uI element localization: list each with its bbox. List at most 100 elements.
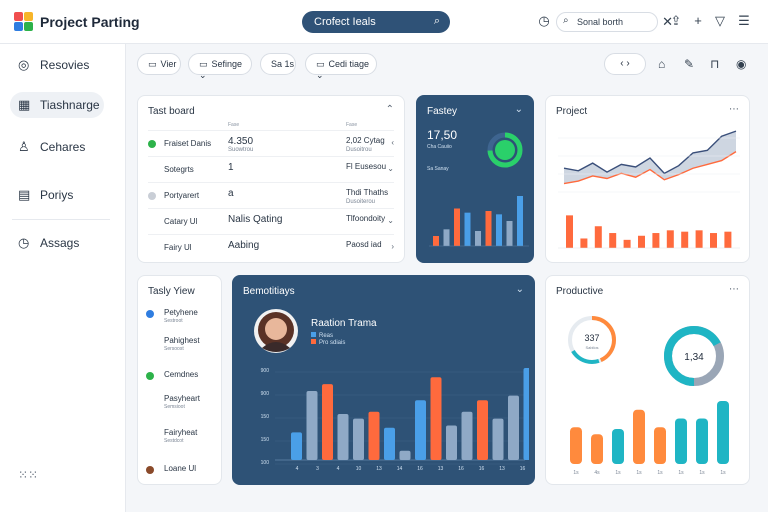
table-row[interactable]: Fairy Ul Aabing Paosd iad ›: [148, 234, 394, 260]
bar: [724, 231, 732, 248]
clock-icon[interactable]: ◷: [538, 13, 550, 28]
row-name: Portyarert: [164, 191, 200, 200]
clock-icon: ◷: [18, 235, 30, 250]
panel-title: Project: [556, 106, 588, 117]
row-value: a: [228, 188, 234, 199]
pen-icon[interactable]: ✎: [684, 57, 695, 71]
sidebar: ◎ Resovies ▦ Tiashnarge ♙ Cehares ▤ Pori…: [0, 44, 126, 512]
sidebar-item-assags[interactable]: ◷ Assags: [10, 230, 104, 256]
home-icon[interactable]: ⌂: [658, 57, 666, 71]
list-item-label: Fairyheat: [164, 428, 198, 437]
close-icon[interactable]: ✕: [662, 14, 673, 29]
bar: [508, 395, 519, 460]
x-tick: 16: [479, 466, 485, 472]
row-name: Sotegrts: [164, 165, 194, 174]
bar: [710, 233, 717, 248]
help-icon[interactable]: ◉: [736, 57, 747, 71]
view-button[interactable]: ▭ Vier: [137, 53, 181, 75]
sidebar-item-label: Tiashnarge: [40, 98, 100, 112]
search-icon: ⌕: [563, 15, 569, 26]
chevron-down-icon[interactable]: ⌄: [515, 284, 524, 295]
bar: [506, 221, 513, 246]
progress-ring: [487, 132, 523, 168]
x-tick: 14: [397, 466, 403, 472]
project-chart: [558, 130, 740, 249]
bar: [623, 239, 631, 248]
pager-label: ‹ ›: [620, 58, 630, 69]
sidebar-item-cehares[interactable]: ♙ Cehares: [10, 134, 104, 160]
x-tick: 1s: [573, 470, 579, 476]
bar: [353, 418, 364, 460]
row-value: 4.350: [228, 136, 254, 147]
row-action-icon[interactable]: ⌄: [387, 164, 394, 173]
sidebar-item-label: Cehares: [40, 140, 86, 154]
sidebar-item-label: Assags: [40, 236, 80, 250]
table-icon: ▤: [18, 187, 31, 202]
row-value: Nalis Qating: [228, 214, 283, 225]
x-tick: 13: [499, 466, 505, 472]
chevron-up-icon[interactable]: ⌃: [385, 104, 394, 115]
grid-icon: ▦: [18, 97, 31, 112]
productive-panel: Productive ⋯ 337 Sabilos 1,34 1s 4s 1s 1s 1s…: [545, 275, 750, 485]
series-line: [563, 130, 737, 175]
bar: [475, 231, 481, 246]
row-action-icon[interactable]: ›: [391, 242, 394, 251]
filter-icon[interactable]: ▽: [715, 13, 725, 28]
list-item-sub: Sestroot: [164, 318, 183, 324]
row-detail: 2,02 Cytag: [346, 136, 385, 145]
lock-icon[interactable]: ⊓: [710, 57, 720, 71]
sidebar-item-resovies[interactable]: ◎ Resovies: [10, 52, 104, 78]
row-detail: Thdi Thaths: [346, 188, 389, 197]
code-dropdown[interactable]: ▭ Cedi tiage ⌄: [305, 53, 377, 80]
row-action-icon[interactable]: ‹: [391, 138, 394, 147]
row-action-icon[interactable]: ⌄: [387, 216, 394, 225]
x-tick: 16: [417, 466, 423, 472]
search-icon: ⌕: [433, 15, 440, 27]
bar: [433, 236, 439, 246]
settings-dropdown[interactable]: ▭ Sefinge ⌄: [188, 53, 252, 80]
x-tick: 13: [438, 466, 444, 472]
code-label: Cedi tiage: [328, 59, 370, 69]
bar: [666, 230, 674, 248]
bar: [633, 409, 645, 464]
x-tick: 1s: [699, 470, 705, 476]
menu-icon[interactable]: ☰: [738, 13, 750, 28]
apps-grid-icon[interactable]: ⁙⁙: [18, 468, 39, 482]
table-row[interactable]: Portyarert a Thdi Thaths Dusoiterou: [148, 182, 394, 208]
list-item-sub: Sersoost: [164, 346, 184, 352]
list-item-sub: Semsioot: [164, 404, 185, 410]
search-input[interactable]: ⌕ Sonal borth ✕: [556, 12, 673, 32]
status-dot: [148, 192, 156, 200]
panel-title: Productive: [556, 286, 604, 297]
bar: [291, 432, 302, 460]
y-tick: 900: [261, 391, 270, 397]
project-search-button[interactable]: Crofect Ieals ⌕: [302, 11, 450, 33]
table-row[interactable]: Sotegrts 1 Fl Eusesou ⌄: [148, 156, 394, 182]
page-button[interactable]: Sa 1s: [260, 53, 296, 75]
bar: [638, 235, 645, 248]
more-icon[interactable]: ⋯: [729, 104, 739, 115]
task-view-panel: Tasly Yiew Petyhene Sestroot Pahighest Sers…: [137, 275, 222, 485]
ring-chart-sabilos: 337 Sabilos: [568, 316, 616, 364]
series-line: [563, 151, 737, 185]
app-title: Project Parting: [40, 14, 140, 30]
chevron-down-icon[interactable]: ⌄: [514, 104, 523, 115]
x-tick: 1s: [678, 470, 684, 476]
table-row[interactable]: Catary Ul Nalis Qating Tlfoondoity ⌄: [148, 208, 394, 234]
bar: [496, 214, 502, 246]
avatar[interactable]: [253, 308, 299, 354]
x-tick: 16: [458, 466, 464, 472]
panel-title: Bemotitiays: [243, 286, 295, 297]
top-bar: Project Parting Crofect Ieals ⌕ ◷ ⌕ Sona…: [0, 0, 768, 44]
benchmark-bar-chart: 900 900 150 150 100 4 3 4 10 13 14 16 13 16 16 13 16: [261, 368, 529, 472]
share-icon[interactable]: ⇪: [670, 13, 682, 28]
sidebar-item-poriys[interactable]: ▤ Poriys: [10, 182, 104, 208]
status-dot: [146, 310, 154, 318]
bar: [523, 368, 529, 460]
bar: [454, 208, 460, 246]
table-row[interactable]: Fraiset Danis 4.350 Suowtrou 2,02 Cytag Duso…: [148, 130, 394, 156]
more-icon[interactable]: ⋯: [729, 284, 739, 295]
pager-nav[interactable]: ‹ ›: [604, 53, 646, 75]
sidebar-item-tiashnarge[interactable]: ▦ Tiashnarge: [10, 92, 104, 118]
add-icon[interactable]: +: [694, 13, 702, 28]
